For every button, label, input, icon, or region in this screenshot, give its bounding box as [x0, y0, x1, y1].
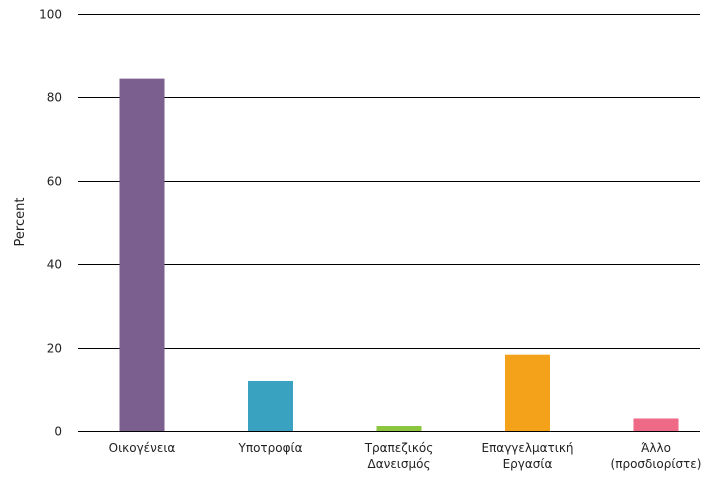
y-tick-label-20: 20 [47, 342, 62, 356]
y-axis-ticks: 0 20 40 60 80 100 [39, 8, 62, 439]
bar-5 [633, 418, 679, 431]
x-category-label-1: Οικογένεια [109, 441, 176, 455]
x-axis-labels: Οικογένεια Υποτροφία Τραπεζικός Δανεισμός Επ… [109, 441, 702, 471]
x-category-label-5: Άλλο (προσδιορίστε) [611, 441, 702, 471]
bar-2 [248, 380, 293, 431]
x-category-label-4: Επαγγελματική Εργασία [481, 441, 573, 471]
y-tick-label-100: 100 [39, 8, 62, 22]
bar-4 [505, 354, 550, 431]
x-category-label-2: Υποτροφία [238, 441, 303, 455]
x-category-label-3: Τραπεζικός Δανεισμός [364, 441, 434, 471]
y-axis-title: Percent [13, 198, 28, 247]
y-tick-label-0: 0 [54, 425, 62, 439]
bar-3 [376, 425, 422, 431]
bar-1 [119, 78, 165, 431]
y-tick-label-80: 80 [47, 91, 62, 105]
bars [119, 78, 679, 431]
gridlines [78, 14, 700, 432]
y-tick-label-40: 40 [47, 258, 62, 272]
y-tick-label-60: 60 [47, 175, 62, 189]
